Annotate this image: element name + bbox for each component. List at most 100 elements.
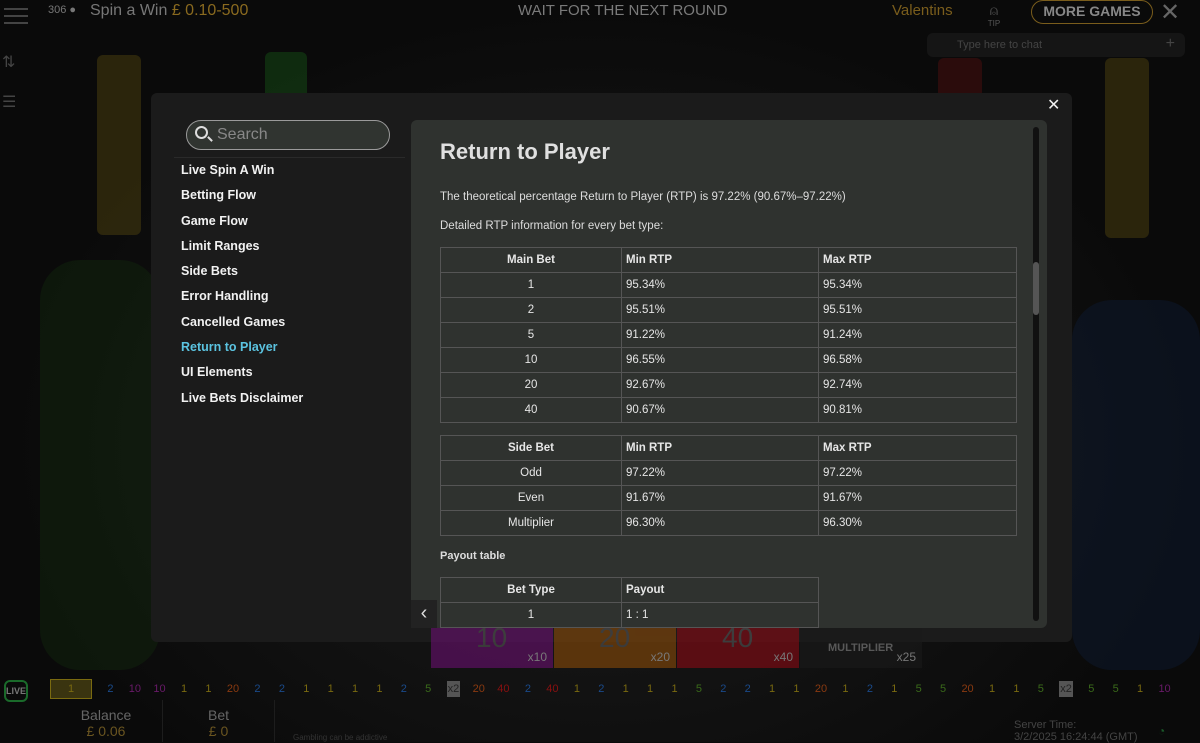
bet-spots: 10 x10 20 x20 40 x40 MULTIPLIER x25 bbox=[431, 622, 923, 668]
table-cell: 97.22% bbox=[621, 460, 819, 486]
chat-input[interactable]: Type here to chat + bbox=[927, 33, 1185, 57]
table-header-row: Side Bet Min RTP Max RTP bbox=[440, 435, 1017, 461]
result-item: 2 bbox=[278, 683, 285, 695]
result-item: 1 bbox=[205, 683, 212, 695]
table-cell: 95.51% bbox=[621, 297, 819, 323]
help-nav-item[interactable]: Betting Flow bbox=[181, 188, 256, 203]
help-nav-item[interactable]: Side Bets bbox=[181, 264, 238, 279]
search-icon bbox=[195, 126, 208, 139]
table-cell: Even bbox=[440, 485, 622, 511]
table-row: 10 96.55% 96.58% bbox=[440, 347, 1017, 373]
bet-spot-multiplier: x20 bbox=[650, 650, 670, 664]
bet-spot-multiplier: x10 bbox=[527, 650, 547, 664]
table-cell: 40 bbox=[440, 397, 622, 423]
help-nav-item[interactable]: Cancelled Games bbox=[181, 314, 286, 329]
result-item: 1 bbox=[842, 683, 849, 695]
table-cell: 1 bbox=[440, 602, 622, 628]
column-header: Main Bet bbox=[440, 247, 622, 273]
table-cell: 96.55% bbox=[621, 347, 819, 373]
result-item: 2 bbox=[400, 683, 407, 695]
list-icon[interactable]: ☰ bbox=[2, 94, 17, 111]
live-badge: LIVE bbox=[4, 680, 28, 702]
result-item: 10 bbox=[153, 683, 166, 695]
user-icon: ● bbox=[69, 4, 77, 16]
more-games-button[interactable]: MORE GAMES bbox=[1031, 0, 1153, 24]
result-item: 5 bbox=[939, 683, 947, 695]
table-cell: 92.67% bbox=[621, 372, 819, 398]
player-count: 306 ● bbox=[48, 4, 76, 16]
table-row: Odd 97.22% 97.22% bbox=[440, 460, 1017, 486]
result-item: 1 bbox=[573, 683, 580, 695]
result-item: 40 bbox=[546, 683, 559, 695]
help-nav-item[interactable]: Limit Ranges bbox=[181, 238, 260, 253]
scrollbar-thumb[interactable] bbox=[1033, 262, 1039, 315]
result-item: 5 bbox=[915, 683, 922, 695]
bet-display: Bet £ 0 bbox=[163, 700, 275, 742]
balance-label: Balance bbox=[80, 707, 132, 723]
tip-label: TIP bbox=[987, 19, 1001, 28]
result-item: 2 bbox=[866, 683, 873, 695]
result-item: 1 bbox=[351, 683, 359, 695]
close-game-icon[interactable]: ✕ bbox=[1160, 0, 1181, 26]
help-nav-item[interactable]: Return to Player bbox=[181, 340, 278, 355]
sort-icon[interactable]: ⇅ bbox=[2, 54, 16, 71]
server-time: Server Time: 3/2/2025 16:24:44 (GMT) bbox=[1014, 719, 1138, 743]
bet-spot[interactable]: 40 x40 bbox=[677, 622, 799, 668]
connection-icon: ◔ bbox=[1158, 724, 1166, 738]
help-nav-item[interactable]: Live Spin A Win bbox=[181, 163, 275, 177]
table-cell: 95.34% bbox=[621, 272, 819, 298]
table-header-row: Main Bet Min RTP Max RTP bbox=[440, 247, 1017, 273]
rtp-intro: The theoretical percentage Return to Pla… bbox=[440, 191, 846, 203]
table-cell: Multiplier bbox=[440, 510, 622, 536]
table-cell: 90.67% bbox=[621, 397, 819, 423]
result-item: x2 bbox=[1059, 681, 1073, 697]
result-item: 5 bbox=[1088, 683, 1095, 695]
wheel-decoration bbox=[1072, 300, 1200, 670]
gambling-disclaimer[interactable]: Gambling can be addictive bbox=[293, 733, 388, 742]
scrollbar[interactable] bbox=[1033, 127, 1039, 621]
bet-spot[interactable]: 20 x20 bbox=[554, 622, 676, 668]
close-modal-icon[interactable]: ✕ bbox=[1047, 97, 1061, 114]
help-nav-item[interactable]: Error Handling bbox=[181, 289, 269, 304]
tip-button[interactable]: ⍝ TIP bbox=[983, 2, 1005, 28]
table-cell: 92.74% bbox=[818, 372, 1017, 398]
balance-display: Balance £ 0.06 bbox=[50, 700, 163, 742]
bet-spot[interactable]: 10 x10 bbox=[431, 622, 553, 668]
wheel-decoration bbox=[1105, 58, 1149, 238]
help-nav-item[interactable]: UI Elements bbox=[181, 365, 253, 380]
column-header: Max RTP bbox=[818, 435, 1017, 461]
bet-spot-number: 20 bbox=[599, 622, 631, 653]
result-item: 1 bbox=[181, 683, 188, 695]
result-item: 5 bbox=[1112, 683, 1119, 695]
plus-icon[interactable]: + bbox=[1165, 35, 1175, 52]
help-nav-item[interactable]: Live Bets Disclaimer bbox=[181, 390, 304, 405]
table-row: Multiplier 96.30% 96.30% bbox=[440, 510, 1017, 536]
wheel-decoration bbox=[97, 55, 141, 235]
table-row: Even 91.67% 91.67% bbox=[440, 485, 1017, 511]
result-item: 2 bbox=[524, 683, 531, 695]
table-row: 1 95.34% 95.34% bbox=[440, 272, 1017, 298]
bet-spot-number: 40 bbox=[722, 622, 754, 653]
table-cell: 96.58% bbox=[818, 347, 1017, 373]
table-row: 20 92.67% 92.74% bbox=[440, 372, 1017, 398]
result-item: 20 bbox=[226, 683, 240, 695]
wheel-decoration bbox=[40, 260, 160, 670]
back-button[interactable]: ‹ bbox=[411, 600, 437, 628]
table-cell: 91.67% bbox=[818, 485, 1017, 511]
table-cell: 2 bbox=[440, 297, 622, 323]
payout-heading: Payout table bbox=[440, 550, 506, 562]
bell-icon: ⍝ bbox=[989, 2, 999, 18]
dealer-name: Valentins bbox=[892, 2, 953, 19]
column-header: Side Bet bbox=[440, 435, 622, 461]
table-cell: 96.30% bbox=[621, 510, 819, 536]
help-nav-item[interactable]: Game Flow bbox=[181, 213, 248, 228]
table-cell: 91.67% bbox=[621, 485, 819, 511]
bet-spot[interactable]: MULTIPLIER x25 bbox=[800, 628, 922, 668]
page-title: Return to Player bbox=[440, 139, 610, 164]
bet-value: £ 0 bbox=[208, 723, 229, 739]
search-input[interactable]: Search bbox=[186, 120, 390, 150]
result-item: 40 bbox=[497, 683, 510, 695]
results-history: 1 2 10 10 1 1 20 2 2 1 1 1 1 2 5 x2 20 40 2 40 1 2 1 1 1 5 2 2 1 1 20 1… bbox=[50, 679, 1183, 699]
menu-icon[interactable] bbox=[4, 8, 28, 29]
